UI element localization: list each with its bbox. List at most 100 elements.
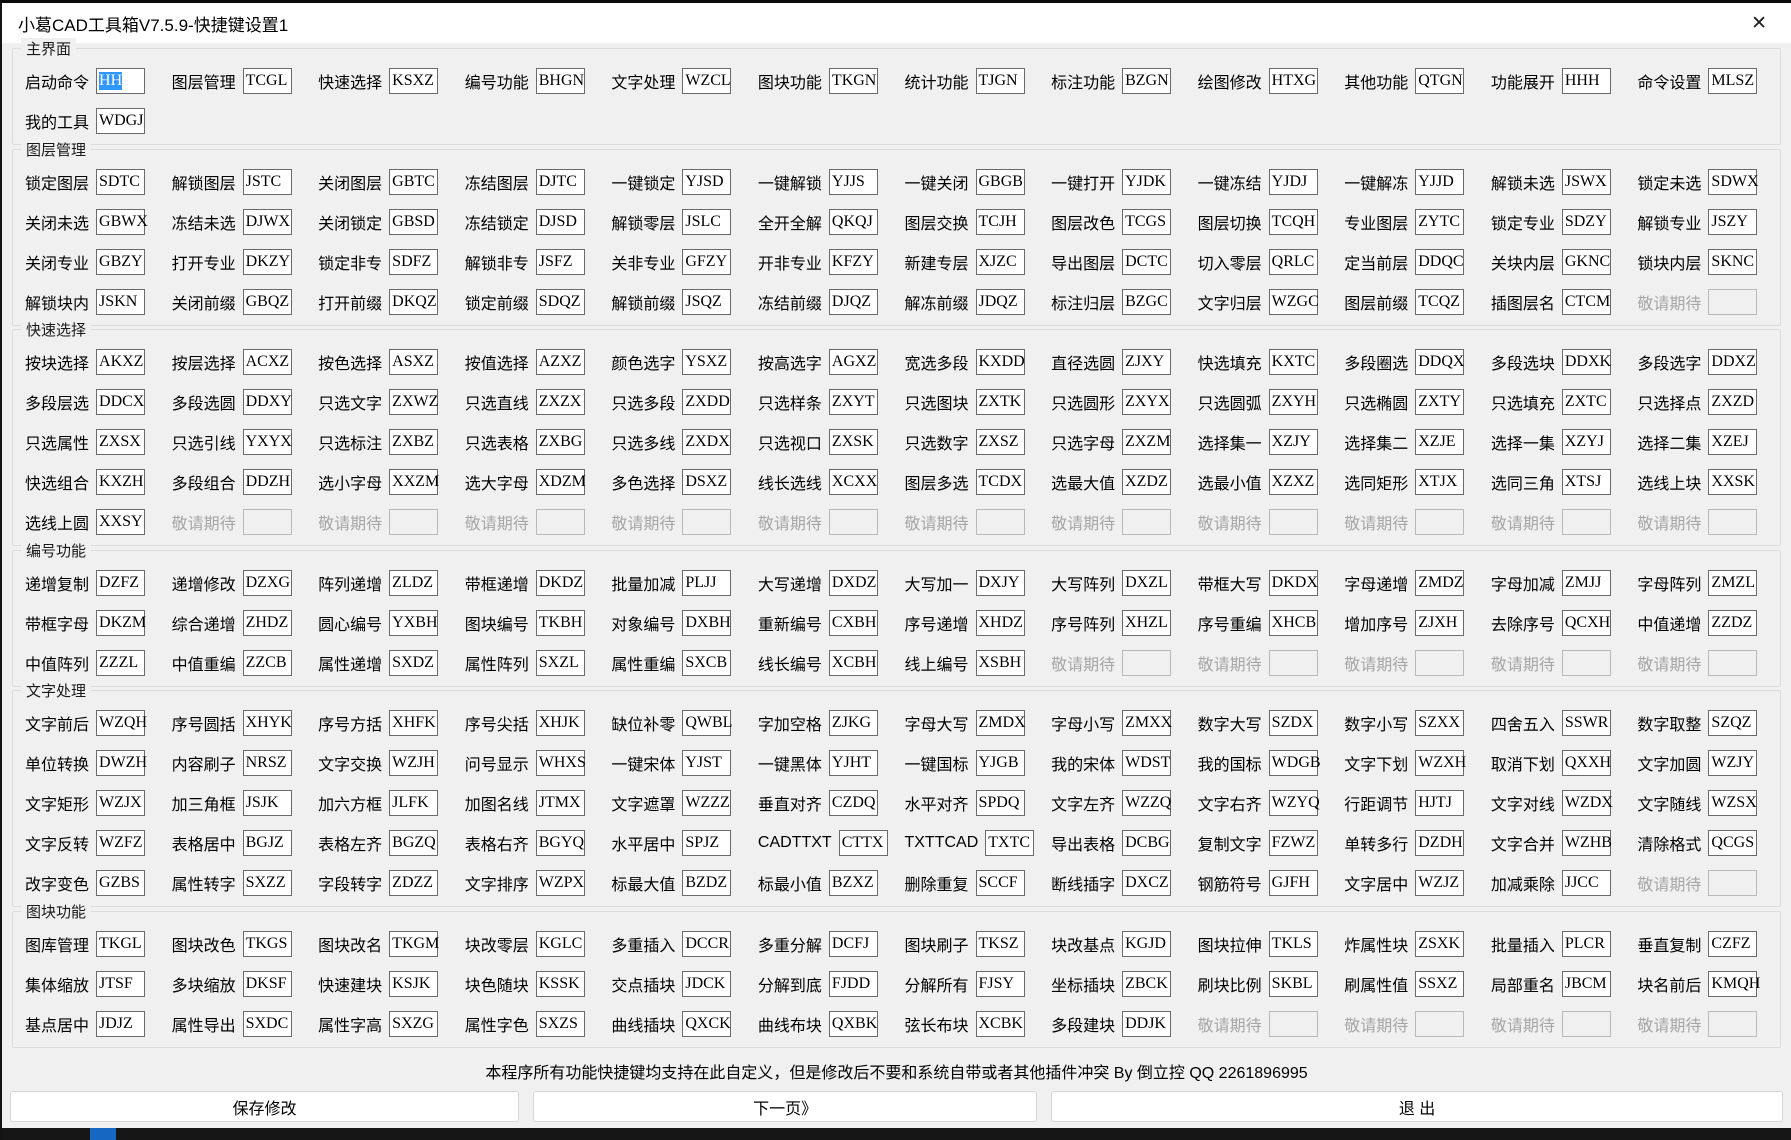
hotkey-input[interactable]: DKQZ <box>389 288 439 315</box>
hotkey-input[interactable]: ZXDD <box>682 389 732 416</box>
hotkey-input[interactable]: SDZY <box>1561 208 1611 235</box>
hotkey-input[interactable]: XXSK <box>1708 469 1758 496</box>
hotkey-input[interactable]: DXBH <box>682 609 732 636</box>
hotkey-input[interactable]: GBGB <box>975 168 1025 195</box>
hotkey-input[interactable]: DZDH <box>1415 830 1465 857</box>
hotkey-input[interactable]: DDZH <box>242 469 292 496</box>
hotkey-input[interactable]: ZXWZ <box>389 389 438 416</box>
hotkey-input[interactable]: KGLC <box>535 930 585 957</box>
hotkey-input[interactable]: HH <box>96 68 146 95</box>
hotkey-input[interactable]: ZSXK <box>1415 930 1465 957</box>
hotkey-input[interactable]: DDCX <box>96 389 146 416</box>
hotkey-input[interactable]: GBSD <box>389 208 439 235</box>
hotkey-input[interactable]: ZJXH <box>1415 609 1465 636</box>
hotkey-input[interactable]: CZFZ <box>1708 930 1758 957</box>
hotkey-input[interactable]: DKDX <box>1268 569 1318 596</box>
hotkey-input[interactable]: SXDZ <box>389 649 439 676</box>
hotkey-input[interactable]: ZMXX <box>1122 710 1172 737</box>
hotkey-input[interactable]: ZZDZ <box>1708 609 1758 636</box>
hotkey-input[interactable]: ZXDX <box>682 429 732 456</box>
hotkey-input[interactable]: GZBS <box>96 870 146 897</box>
hotkey-input[interactable]: AKXZ <box>96 349 146 376</box>
hotkey-input[interactable]: SCCF <box>975 870 1025 897</box>
hotkey-input[interactable]: JSZY <box>1708 208 1758 235</box>
hotkey-input[interactable]: QKQJ <box>828 208 878 235</box>
hotkey-input[interactable]: JBCM <box>1561 970 1611 997</box>
hotkey-input[interactable]: JDCK <box>682 970 732 997</box>
hotkey-input[interactable]: ZMDZ <box>1415 569 1465 596</box>
hotkey-input[interactable]: DDQC <box>1415 248 1465 275</box>
hotkey-input[interactable]: WZSX <box>1708 790 1758 817</box>
hotkey-input[interactable]: ZYTC <box>1415 208 1465 235</box>
hotkey-input[interactable]: YSXZ <box>682 349 732 376</box>
hotkey-input[interactable]: WZJX <box>96 790 146 817</box>
hotkey-input[interactable]: SDQZ <box>535 288 585 315</box>
hotkey-input[interactable]: JDJZ <box>96 1010 146 1037</box>
hotkey-input[interactable]: SXCB <box>682 649 732 676</box>
hotkey-input[interactable]: WZHB <box>1561 830 1612 857</box>
hotkey-input[interactable]: GJFH <box>1268 870 1318 897</box>
hotkey-input[interactable]: QCGS <box>1708 830 1758 857</box>
hotkey-input[interactable]: XXSY <box>96 509 146 536</box>
hotkey-input[interactable]: YXBH <box>389 609 439 636</box>
hotkey-input[interactable]: ZZCB <box>242 649 292 676</box>
hotkey-input[interactable]: ZJXY <box>1122 349 1172 376</box>
next-page-button[interactable]: 下一页》 <box>533 1091 1038 1122</box>
hotkey-input[interactable]: BHGN <box>535 68 585 95</box>
hotkey-input[interactable]: JTSF <box>96 970 146 997</box>
hotkey-input[interactable]: XZJE <box>1415 429 1465 456</box>
hotkey-input[interactable]: TCJH <box>975 208 1025 235</box>
hotkey-input[interactable]: WZYQ <box>1268 790 1320 817</box>
hotkey-input[interactable]: ACXZ <box>242 349 292 376</box>
hotkey-input[interactable]: SPDQ <box>975 790 1025 817</box>
hotkey-input[interactable]: ZLDZ <box>389 569 439 596</box>
hotkey-input[interactable]: DJTC <box>535 168 585 195</box>
hotkey-input[interactable]: WDST <box>1122 750 1172 777</box>
hotkey-input[interactable]: DDJK <box>1122 1010 1172 1037</box>
hotkey-input[interactable]: PLJJ <box>682 569 732 596</box>
hotkey-input[interactable]: DZFZ <box>96 569 146 596</box>
hotkey-input[interactable]: XZYJ <box>1561 429 1611 456</box>
hotkey-input[interactable]: DKSF <box>242 970 292 997</box>
hotkey-input[interactable]: XTSJ <box>1561 469 1611 496</box>
hotkey-input[interactable]: XCXX <box>828 469 878 496</box>
hotkey-input[interactable]: JJCC <box>1561 870 1611 897</box>
hotkey-input[interactable]: XTJX <box>1415 469 1465 496</box>
hotkey-input[interactable]: XHDZ <box>975 609 1025 636</box>
hotkey-input[interactable]: ZXSX <box>96 429 146 456</box>
hotkey-input[interactable]: MLSZ <box>1708 68 1758 95</box>
hotkey-input[interactable]: SZXX <box>1415 710 1465 737</box>
hotkey-input[interactable]: WZQH <box>96 710 147 737</box>
hotkey-input[interactable]: GFZY <box>682 248 732 275</box>
hotkey-input[interactable]: WZJY <box>1708 750 1758 777</box>
hotkey-input[interactable]: YJDK <box>1122 168 1172 195</box>
hotkey-input[interactable]: WDGJ <box>96 108 146 135</box>
hotkey-input[interactable]: DKDZ <box>535 569 585 596</box>
hotkey-input[interactable]: GBZY <box>96 248 146 275</box>
hotkey-input[interactable]: ZXYT <box>828 389 878 416</box>
hotkey-input[interactable]: XHFK <box>389 710 439 737</box>
hotkey-input[interactable]: JSWX <box>1561 168 1611 195</box>
exit-button[interactable]: 退 出 <box>1051 1091 1783 1122</box>
save-button[interactable]: 保存修改 <box>10 1091 520 1122</box>
hotkey-input[interactable]: JSQZ <box>682 288 732 315</box>
hotkey-input[interactable]: SZDX <box>1268 710 1318 737</box>
hotkey-input[interactable]: WDGB <box>1268 750 1321 777</box>
hotkey-input[interactable]: XZXZ <box>1268 469 1318 496</box>
hotkey-input[interactable]: QXBK <box>828 1010 878 1037</box>
hotkey-input[interactable]: ZXBZ <box>389 429 439 456</box>
hotkey-input[interactable]: SSXZ <box>1415 970 1465 997</box>
hotkey-input[interactable]: DCTC <box>1122 248 1172 275</box>
hotkey-input[interactable]: DXCZ <box>1122 870 1172 897</box>
hotkey-input[interactable]: YJGB <box>975 750 1025 777</box>
hotkey-input[interactable]: CTTX <box>838 830 888 857</box>
hotkey-input[interactable]: BZXZ <box>828 870 878 897</box>
hotkey-input[interactable]: JTMX <box>535 790 585 817</box>
hotkey-input[interactable]: BGJZ <box>242 830 292 857</box>
hotkey-input[interactable]: TCQZ <box>1415 288 1465 315</box>
hotkey-input[interactable]: KSXZ <box>389 68 439 95</box>
hotkey-input[interactable]: KMQH <box>1708 970 1760 997</box>
hotkey-input[interactable]: TKSZ <box>975 930 1025 957</box>
hotkey-input[interactable]: TJGN <box>975 68 1025 95</box>
hotkey-input[interactable]: SDWX <box>1708 168 1759 195</box>
